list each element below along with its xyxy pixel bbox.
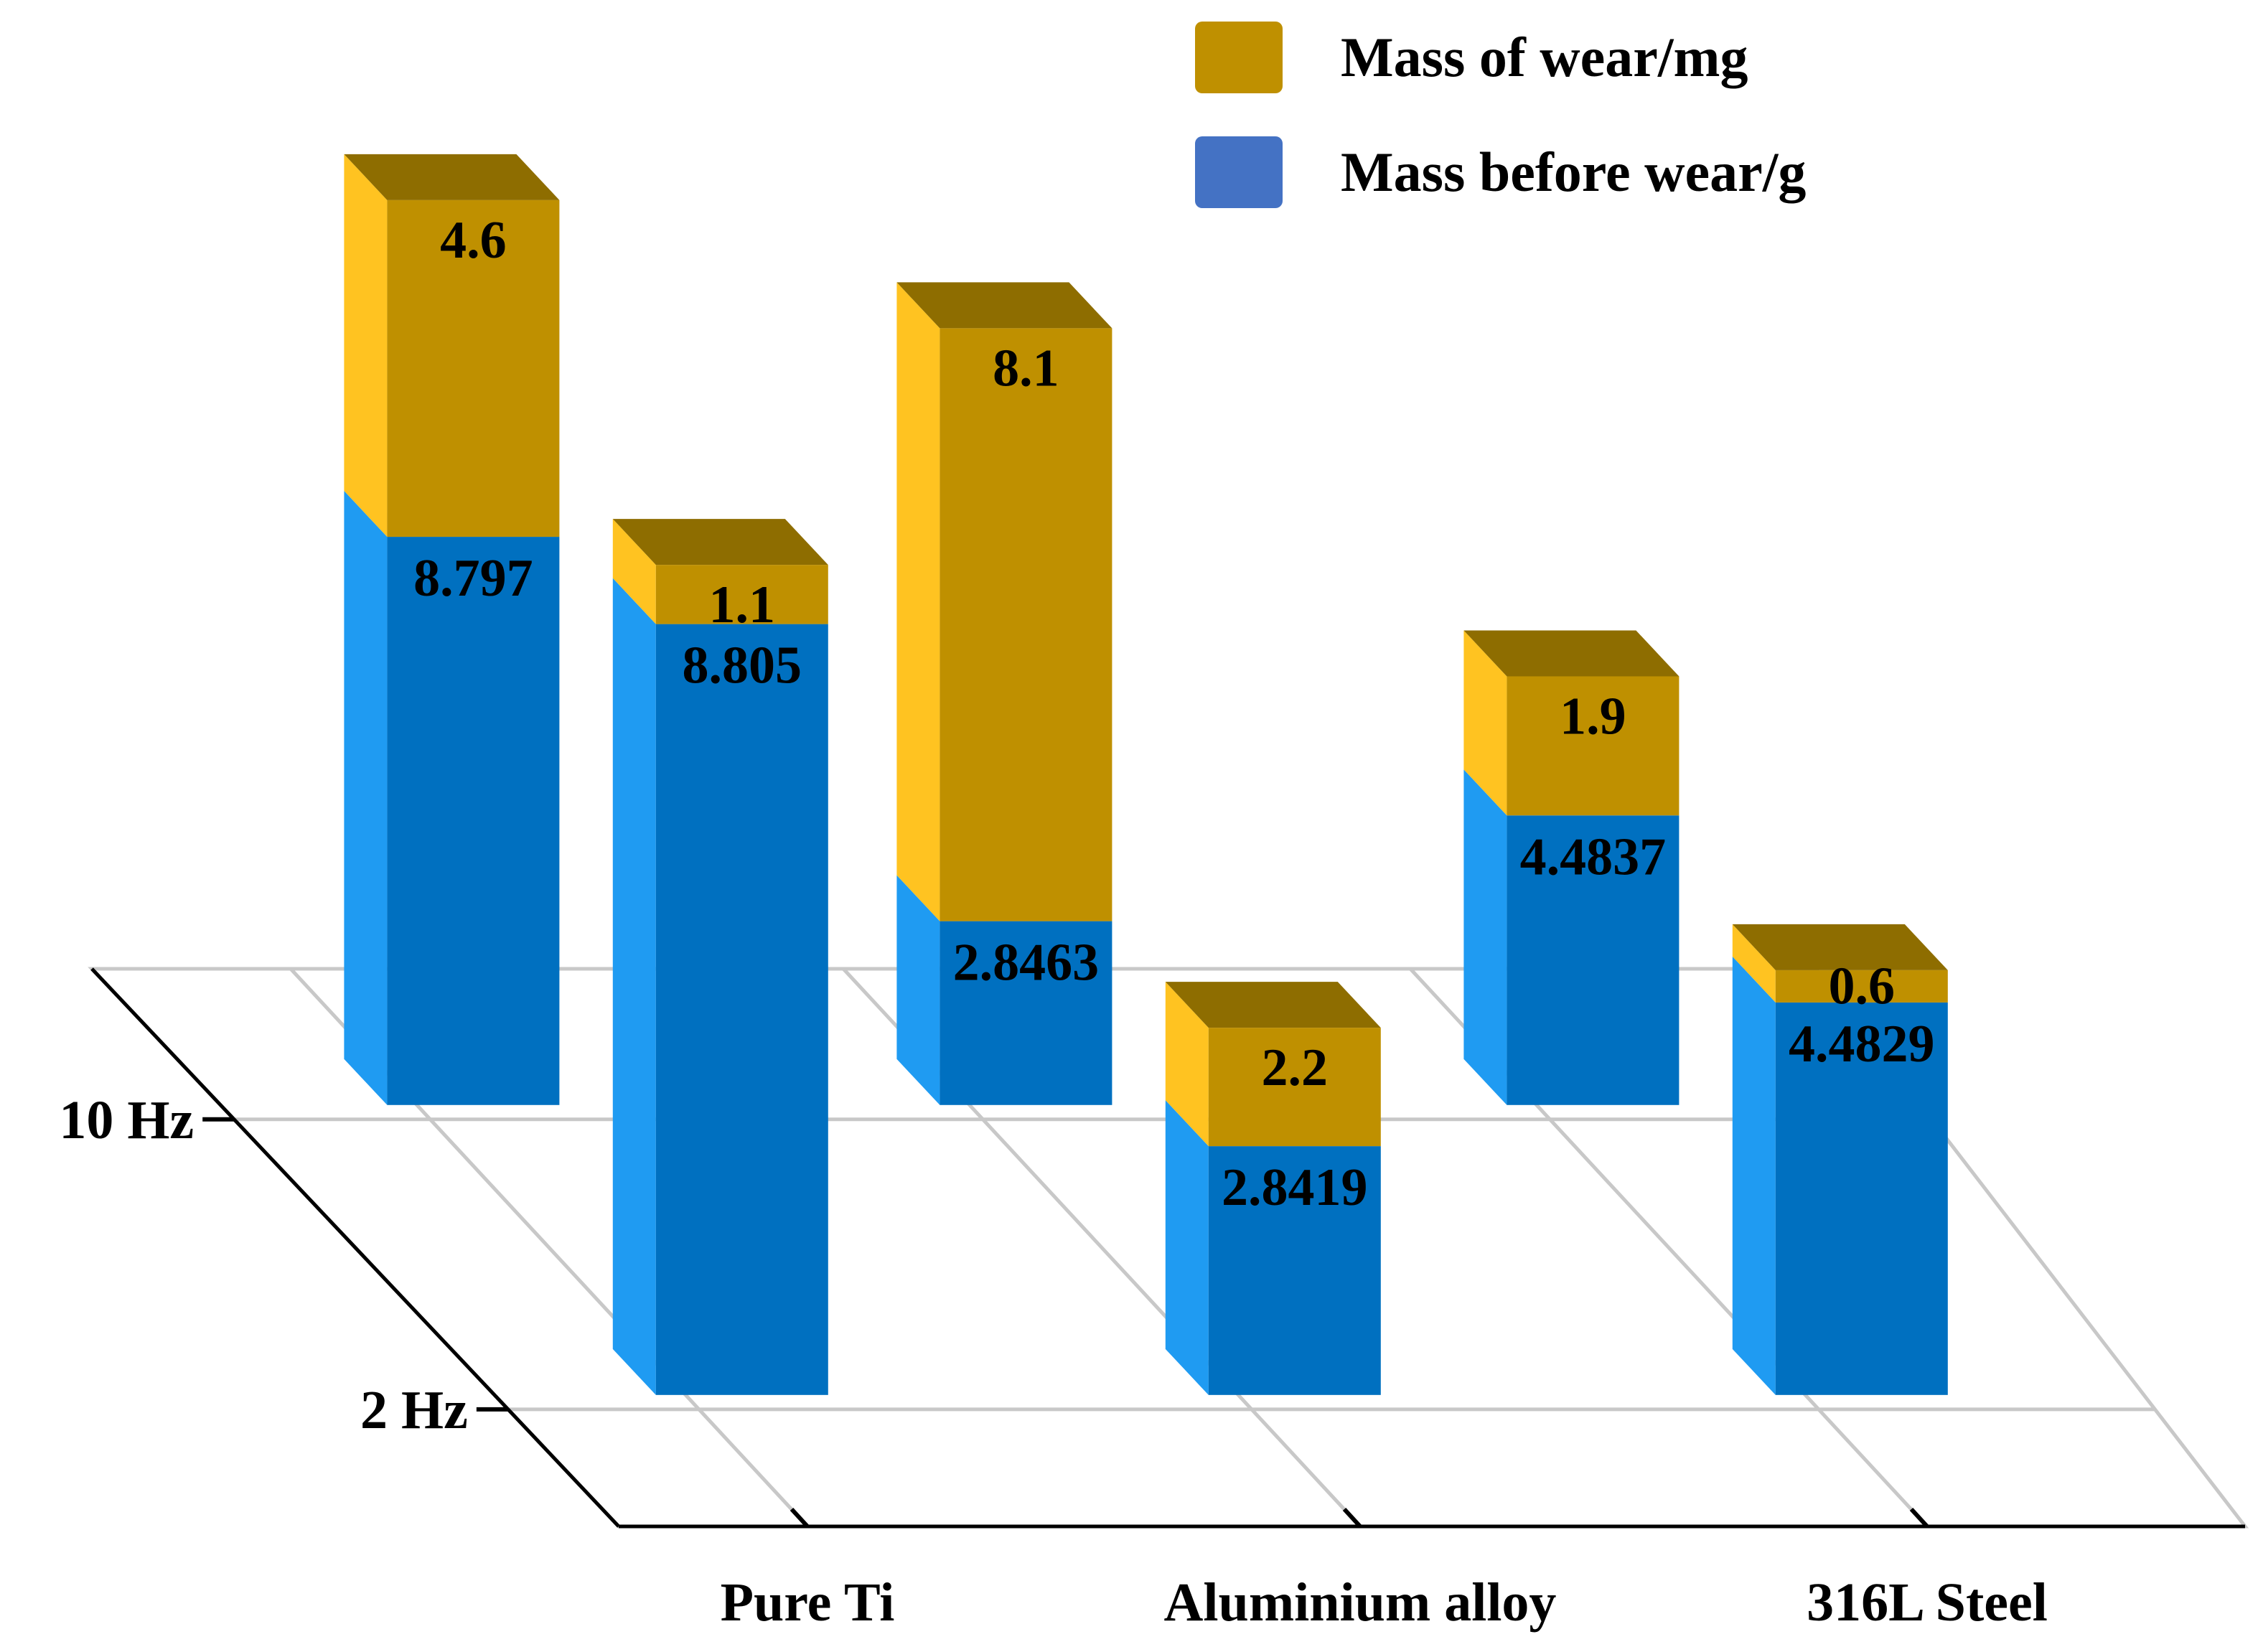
- category-tick: [1342, 1507, 1362, 1529]
- data-label-before: 2.8419: [1222, 1158, 1368, 1217]
- bar-segment-before-side: [896, 875, 940, 1105]
- bar-segment-before: [1507, 815, 1680, 1105]
- chart-axes: 10 Hz 2 Hz Pure Ti Aluminium alloy 316L Stee…: [59, 967, 2245, 1633]
- data-label-before: 8.805: [683, 637, 802, 695]
- bar-top-face: [1165, 982, 1381, 1028]
- bar-top-face: [896, 282, 1112, 329]
- legend-label: Mass of wear/mg: [1341, 26, 1748, 88]
- bar-segment-before: [1208, 1146, 1381, 1395]
- bar-segment-before-side: [1165, 1100, 1209, 1395]
- data-label-before: 4.4837: [1520, 827, 1667, 886]
- bar-top-face: [344, 154, 560, 200]
- legend-label: Mass before wear/g: [1341, 141, 1806, 203]
- bar-segment-wear: [940, 328, 1112, 921]
- data-label-wear: 8.1: [993, 339, 1059, 398]
- bar-segment-before-side: [1463, 769, 1507, 1105]
- data-label-wear: 1.1: [709, 576, 776, 634]
- bar-segment-wear: [1507, 676, 1680, 816]
- legend-swatch: [1195, 136, 1283, 208]
- data-label-wear: 4.6: [440, 211, 507, 270]
- bar-segment-before-side: [612, 578, 656, 1395]
- depth-axis-line: [90, 967, 620, 1528]
- bar-segment-wear-side: [344, 154, 388, 538]
- category-label: Pure Ti: [721, 1572, 895, 1633]
- category-label: 316L Steel: [1807, 1572, 2048, 1633]
- chart-bars: [344, 154, 1948, 1395]
- legend: Mass of wear/mg Mass before wear/g: [1195, 22, 1806, 208]
- chart-labels: 4.6 8.797 8.1 2.8463 1.9 4.4837 1.18.805 2.2 2.8…: [413, 211, 1934, 1217]
- bar-top-face: [1732, 924, 1948, 970]
- data-label-wear: 2.2: [1262, 1038, 1329, 1097]
- frequency-label: 2 Hz: [360, 1380, 468, 1440]
- legend-swatch: [1195, 22, 1283, 93]
- bar-segment-before: [387, 537, 560, 1105]
- data-label-before: 4.4829: [1789, 1015, 1935, 1074]
- bar-segment-wear: [655, 565, 828, 624]
- category-tick: [1909, 1507, 1929, 1529]
- bar-top-face: [1463, 630, 1680, 677]
- frequency-label: 10 Hz: [59, 1090, 194, 1150]
- bar-segment-wear-side: [1463, 630, 1507, 816]
- bar-top-face: [612, 519, 828, 565]
- bar-segment-before: [1775, 1002, 1948, 1395]
- bar-segment-wear: [387, 200, 560, 538]
- bar-segment-wear: [1208, 1028, 1381, 1147]
- bar-segment-before-side: [1732, 956, 1776, 1395]
- bar-segment-wear-side: [1732, 924, 1776, 1003]
- category-tick: [790, 1507, 810, 1529]
- category-label: Aluminium alloy: [1164, 1572, 1557, 1633]
- data-label-before: 2.8463: [953, 934, 1100, 992]
- bar-segment-wear-side: [896, 282, 940, 921]
- bar-segment-before: [940, 921, 1112, 1105]
- bar-segment-before-side: [344, 491, 388, 1105]
- data-label-before: 8.797: [413, 549, 533, 608]
- bar-segment-wear-side: [612, 519, 656, 624]
- bar-segment-wear-side: [1165, 982, 1209, 1147]
- data-label-wear: 0.6: [1829, 957, 1896, 1015]
- bar-segment-before: [655, 624, 828, 1395]
- data-label-wear: 1.9: [1560, 687, 1626, 746]
- bar-segment-wear: [1775, 970, 1948, 1003]
